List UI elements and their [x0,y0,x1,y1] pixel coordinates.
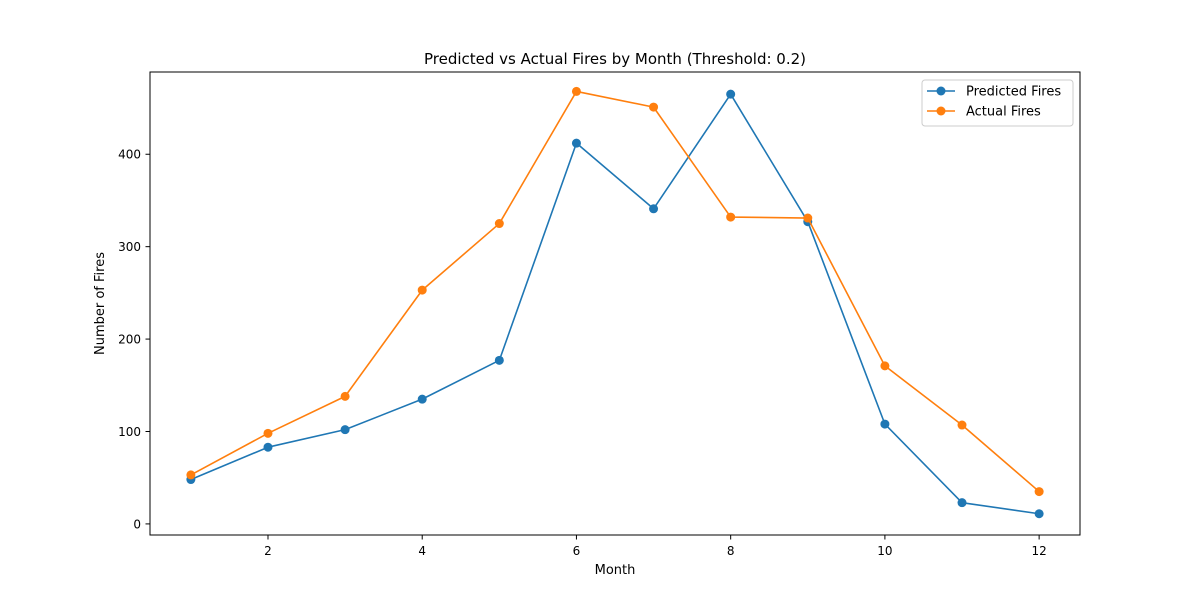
series-line-actual-fires [190,90,1040,493]
y-tick-label: 300 [118,240,141,254]
data-point-predicted-fires [263,442,273,452]
legend-item-actual-fires: Actual Fires [927,105,1041,120]
legend-item-predicted-fires: Predicted Fires [927,85,1061,100]
y-axis: 0 100 200 300 400 [118,148,150,531]
x-tick-label: 2 [264,544,272,558]
data-point-predicted-fires [340,425,350,435]
data-point-actual-fires [649,102,659,112]
x-tick-label: 12 [1031,544,1046,558]
chart-title: Predicted vs Actual Fires by Month (Thre… [424,50,806,68]
x-tick-label: 6 [573,544,581,558]
legend: Predicted Fires Actual Fires [921,79,1074,127]
data-point-actual-fires [186,470,196,480]
data-point-actual-fires [880,361,890,371]
data-point-predicted-fires [494,355,504,365]
legend-swatch-marker [936,106,946,116]
data-point-predicted-fires [1034,509,1044,519]
series-actual-fires [186,86,1044,497]
data-point-actual-fires [726,212,736,222]
data-point-predicted-fires [649,204,659,214]
data-point-actual-fires [417,285,427,295]
series-predicted-fires [186,89,1044,519]
data-point-actual-fires [263,428,273,438]
data-point-actual-fires [494,219,504,229]
legend-label: Actual Fires [966,105,1041,120]
data-point-actual-fires [1034,487,1044,497]
x-axis-label: Month [595,563,636,578]
x-tick-label: 4 [418,544,426,558]
y-axis-label: Number of Fires [93,252,108,355]
x-tick-label: 10 [877,544,892,558]
data-point-actual-fires [571,86,581,96]
data-point-predicted-fires [417,394,427,404]
data-point-predicted-fires [571,138,581,148]
x-axis: 2 4 6 8 10 12 [264,535,1047,558]
data-point-predicted-fires [880,419,890,429]
y-tick-label: 200 [118,333,141,347]
data-point-actual-fires [340,391,350,401]
data-point-predicted-fires [726,89,736,99]
data-point-actual-fires [803,213,813,223]
data-point-predicted-fires [957,498,967,508]
legend-swatch-marker [936,86,946,96]
legend-box [921,79,1074,127]
y-tick-label: 0 [133,517,141,531]
series-layer [186,86,1044,519]
data-point-actual-fires [957,420,967,430]
plot-area-frame [149,71,1081,536]
y-tick-label: 100 [118,425,141,439]
y-tick-label: 400 [118,148,141,162]
legend-label: Predicted Fires [966,85,1061,100]
series-line-predicted-fires [190,93,1040,515]
x-tick-label: 8 [727,544,735,558]
